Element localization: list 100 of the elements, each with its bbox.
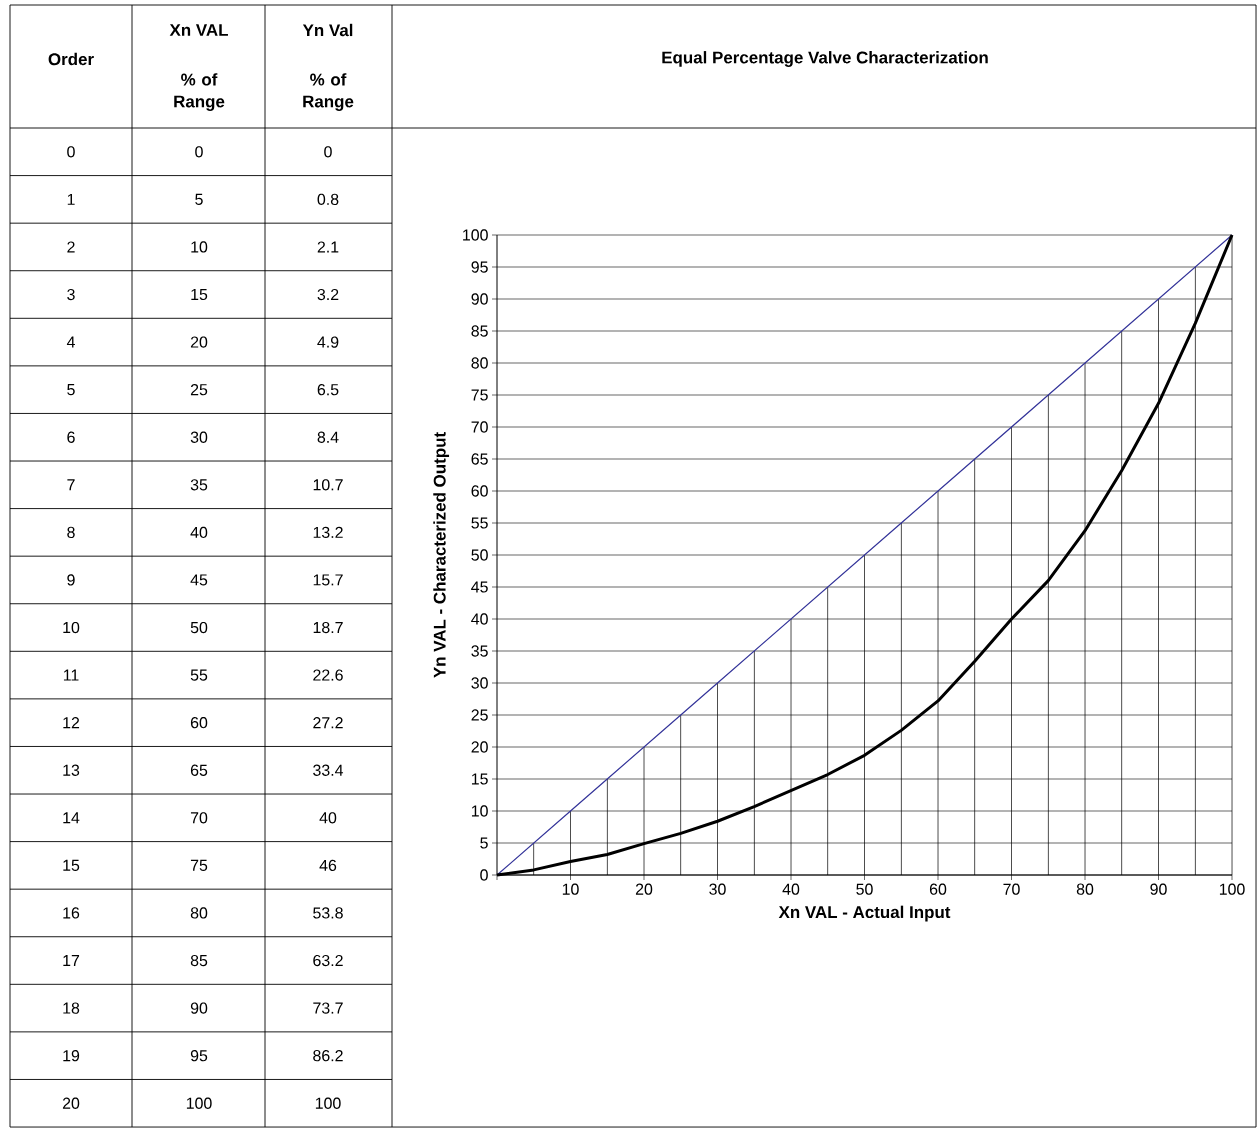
text: 19: [63, 1050, 80, 1062]
text: 60: [190, 717, 208, 729]
text: 10: [63, 621, 80, 634]
x-tick-label: 20: [635, 883, 653, 895]
y-tick-label: 35: [471, 645, 488, 657]
y-tick-label: 30: [471, 677, 488, 689]
text: 27.2: [313, 717, 343, 729]
text: 13: [63, 764, 80, 776]
text: 6: [67, 431, 75, 443]
text: 100: [315, 1097, 341, 1109]
text: 0: [324, 146, 332, 158]
text: 30: [190, 431, 208, 443]
text: 12: [63, 717, 80, 729]
text: 45: [190, 574, 208, 586]
text: 33.4: [313, 764, 344, 776]
y-tick-label: 25: [471, 709, 488, 721]
y-tick-label: 10: [471, 805, 488, 817]
text: 95: [190, 1050, 208, 1062]
text: 2: [67, 241, 75, 253]
text: 86.2: [313, 1050, 343, 1062]
y-tick-label: 40: [471, 613, 488, 625]
text: 3: [67, 288, 75, 301]
text: 70: [190, 812, 208, 824]
x-tick-label: 40: [782, 883, 800, 895]
text: Yn Val: [302, 23, 353, 37]
text: 5: [195, 193, 203, 205]
y-tick-label: 50: [471, 549, 488, 561]
x-tick-label: 90: [1150, 883, 1167, 895]
text: 20: [62, 1097, 80, 1109]
text: 13.2: [313, 526, 343, 539]
text: 53.8: [313, 907, 343, 919]
text: 5: [67, 384, 75, 396]
text: 2.1: [317, 241, 339, 253]
text: 0: [195, 146, 203, 158]
text: 25: [190, 384, 208, 396]
text: Xn VAL: [169, 24, 228, 36]
y-tick-label: 80: [471, 357, 488, 369]
y-tick-label: 45: [471, 581, 488, 593]
y-tick-label: 95: [471, 261, 488, 273]
y-tick-label: 15: [471, 773, 488, 785]
x-tick-label: 50: [856, 883, 873, 895]
text: 22.6: [313, 669, 343, 681]
x-tick-label: 10: [562, 883, 579, 895]
text: 65: [190, 764, 208, 776]
y-tick-label: 20: [471, 741, 488, 753]
text: 100: [186, 1097, 212, 1109]
text: 1: [67, 193, 75, 205]
text: 0.8: [317, 193, 339, 206]
y-tick-label: 55: [471, 517, 488, 529]
y-axis-title: Yn VAL - Characterized Output: [433, 432, 450, 678]
y-tick-label: 65: [471, 453, 488, 465]
y-tick-label: 0: [480, 869, 488, 881]
text: 73.7: [313, 1002, 343, 1014]
text: 18: [63, 1002, 80, 1014]
text: 15: [63, 859, 80, 871]
text: 15: [191, 288, 208, 301]
y-tick-label: 85: [471, 325, 488, 337]
text: 9: [67, 574, 75, 586]
text: Order: [48, 52, 94, 66]
text: 63.2: [313, 954, 343, 967]
text: % of Range: [303, 73, 354, 111]
y-tick-label: 5: [480, 837, 488, 849]
x-axis-title: Xn VAL - Actual Input: [778, 905, 951, 922]
text: 4: [66, 336, 75, 348]
text: 4.9: [317, 336, 339, 348]
y-tick-label: 100: [463, 229, 488, 241]
text: % of Range: [174, 73, 225, 111]
text: 85: [190, 954, 208, 967]
text: 20: [190, 336, 208, 348]
text: 55: [190, 669, 208, 681]
y-tick-label: 60: [471, 485, 488, 497]
y-tick-label: 90: [471, 293, 488, 305]
text: 50: [190, 621, 208, 634]
text: 40: [319, 812, 337, 824]
text: 18.7: [313, 621, 343, 634]
text: 3.2: [317, 288, 339, 301]
text: 40: [190, 526, 208, 539]
text: 10: [191, 241, 208, 253]
y-tick-label: 75: [471, 389, 488, 401]
text: 17: [63, 955, 80, 967]
chart-title: Equal Percentage Valve Characterization: [662, 51, 988, 67]
text: 80: [190, 907, 208, 919]
text: 75: [190, 859, 208, 871]
y-tick-label: 70: [471, 421, 488, 433]
text: 7: [67, 479, 75, 491]
x-tick-label: 100: [1219, 883, 1245, 895]
text: 14: [63, 812, 80, 824]
x-tick-label: 30: [709, 883, 726, 895]
text: 35: [190, 479, 208, 491]
text: 6.5: [317, 384, 339, 396]
text: 90: [190, 1002, 208, 1014]
text: 16: [63, 907, 80, 919]
text: 10.7: [313, 479, 343, 491]
text: 8: [67, 526, 75, 539]
x-tick-label: 70: [1003, 883, 1020, 895]
text: 11: [63, 669, 79, 681]
text: 8.4: [317, 431, 339, 443]
x-tick-label: 60: [929, 883, 947, 895]
text: 0: [67, 146, 75, 158]
text: 15.7: [313, 574, 343, 586]
